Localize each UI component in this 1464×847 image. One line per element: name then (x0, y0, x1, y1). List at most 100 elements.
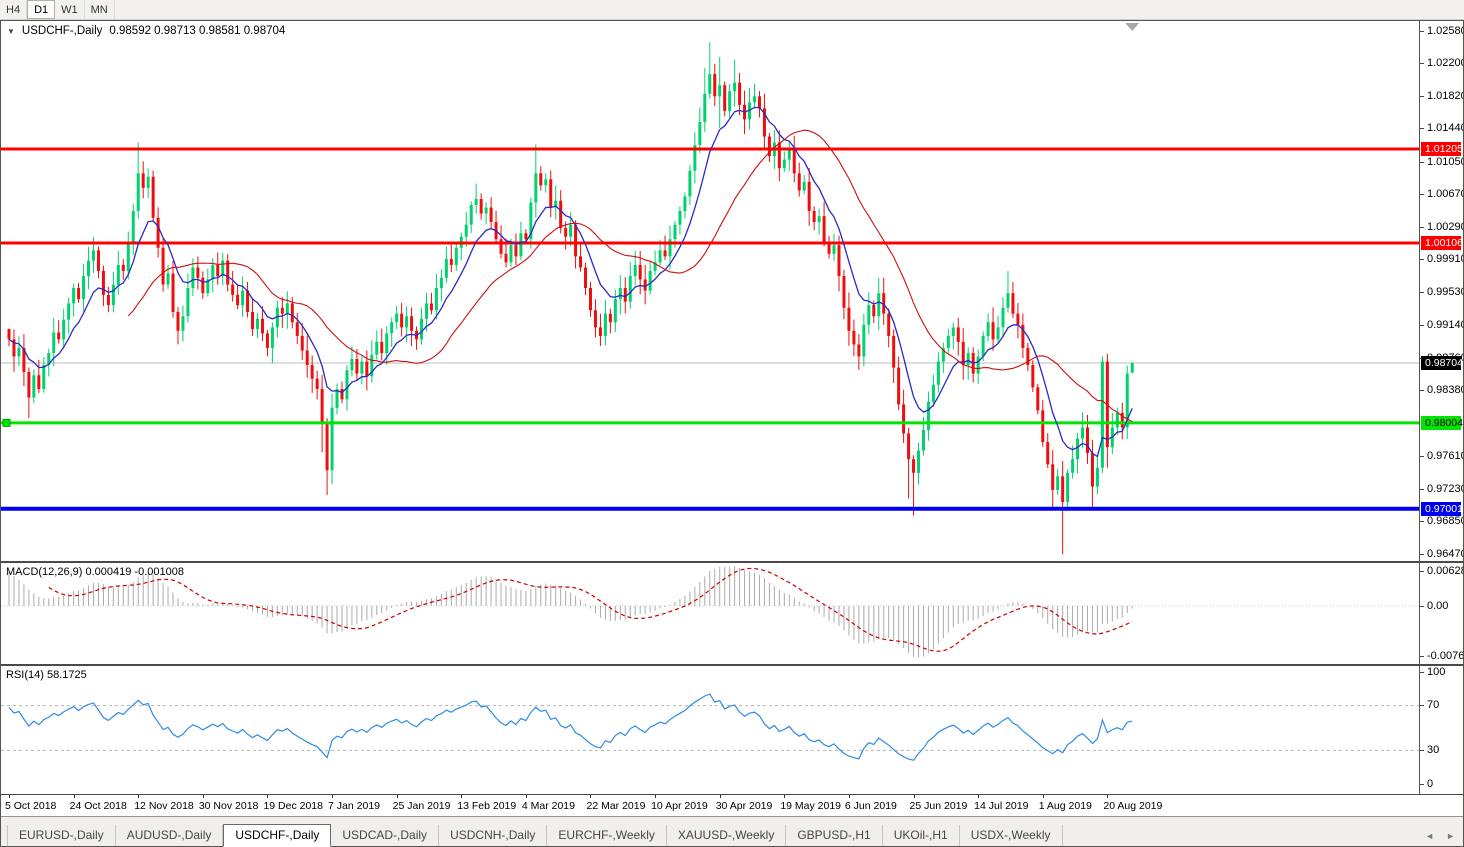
price-tick: 1.01440 (1420, 122, 1463, 135)
rsi-chart-canvas[interactable]: RSI(14) 58.1725 (1, 666, 1420, 794)
date-tick (913, 795, 915, 798)
tab-audusd-daily[interactable]: AUDUSD-,Daily (116, 825, 224, 846)
macd-chart (1, 566, 1419, 658)
price-tick: 0.99140 (1420, 319, 1463, 332)
rsi-tick: 0 (1420, 778, 1433, 791)
rsi-indicator-label: RSI(14) 58.1725 (6, 669, 87, 681)
tab-usdx-weekly[interactable]: USDX-,Weekly (960, 825, 1063, 846)
macd-chart-canvas[interactable]: MACD(12,26,9) 0.000419 -0.001008 (1, 563, 1420, 664)
date-tick (1042, 795, 1044, 798)
tab-eurchf-weekly[interactable]: EURCHF-,Weekly (547, 825, 667, 846)
rsi-tick: 100 (1420, 666, 1445, 679)
date-label: 20 Aug 2019 (1103, 800, 1163, 812)
chart-title: ▼ USDCHF-,Daily 0.98592 0.98713 0.98581 … (7, 25, 285, 37)
date-tick (1107, 795, 1109, 798)
date-label: 1 Aug 2019 (1038, 800, 1092, 812)
macd-indicator-label: MACD(12,26,9) 0.000419 -0.001008 (6, 566, 184, 578)
timeframe-button-h4[interactable]: H4 (0, 0, 28, 19)
tab-scroll-left-icon[interactable]: ◄ (1425, 831, 1435, 841)
date-label: 4 Mar 2019 (521, 800, 575, 812)
date-tick (978, 795, 980, 798)
macd-axis: 0.006286 0.00 -0.00762 (1420, 563, 1463, 664)
date-label: 30 Nov 2018 (198, 800, 259, 812)
date-tick (655, 795, 657, 798)
tab-usdcad-daily[interactable]: USDCAD-,Daily (331, 825, 440, 846)
hline-price-badge: 0.97001 (1421, 501, 1463, 516)
date-tick (525, 795, 527, 798)
hline-price-badge: 1.01205 (1421, 141, 1463, 156)
candlestick-chart[interactable] (1, 21, 1420, 561)
chart-window: ▼ USDCHF-,Daily 0.98592 0.98713 0.98581 … (0, 20, 1464, 847)
hline-price-badge: 0.98004 (1421, 415, 1463, 430)
macd-tick: 0.00 (1420, 600, 1448, 613)
macd-tick: 0.006286 (1420, 565, 1463, 578)
price-tick: 1.01050 (1420, 156, 1463, 169)
date-label: 12 Nov 2018 (134, 800, 194, 812)
price-tick: 1.00670 (1420, 188, 1463, 201)
date-axis: 5 Oct 2018 24 Oct 2018 12 Nov 2018 30 Nov 2… (1, 794, 1463, 816)
rsi-axis: 100 70 30 0 (1420, 666, 1463, 794)
date-label: 13 Feb 2019 (457, 800, 517, 812)
price-tick: 0.96850 (1420, 515, 1463, 528)
date-tick (719, 795, 721, 798)
tab-gbpusd-h1[interactable]: GBPUSD-,H1 (786, 825, 883, 846)
date-label: 25 Jan 2019 (392, 800, 451, 812)
price-panel: ▼ USDCHF-,Daily 0.98592 0.98713 0.98581 … (1, 21, 1463, 561)
price-tick: 0.97230 (1420, 483, 1463, 496)
date-tick (267, 795, 269, 798)
chart-ohlc-values: 0.98592 0.98713 0.98581 0.98704 (109, 25, 286, 37)
tab-usdchf-daily[interactable]: USDCHF-,Daily (223, 824, 332, 847)
price-tick: 0.99530 (1420, 286, 1463, 299)
chart-tabs: EURUSD-,Daily AUDUSD-,Daily USDCHF-,Daily U… (1, 816, 1463, 847)
rsi-tick: 30 (1420, 744, 1439, 757)
panel-separator[interactable] (1, 664, 1463, 666)
date-tick (784, 795, 786, 798)
price-tick: 1.00290 (1420, 221, 1463, 234)
current-price-badge: 0.98704 (1421, 355, 1463, 370)
price-tick: 1.01820 (1420, 90, 1463, 103)
timeframe-button-mn[interactable]: MN (85, 0, 115, 19)
date-label: 30 Apr 2019 (715, 800, 773, 812)
macd-tick: -0.00762 (1420, 650, 1463, 663)
macd-panel: MACD(12,26,9) 0.000419 -0.001008 0.00628… (1, 563, 1463, 664)
date-label: 10 Apr 2019 (651, 800, 708, 812)
timeframe-toolbar: H4 D1 W1 MN (0, 0, 1464, 20)
rsi-panel: RSI(14) 58.1725 100 70 30 0 (1, 666, 1463, 794)
rsi-tick: 70 (1420, 699, 1439, 712)
date-label: 19 Dec 2018 (263, 800, 323, 812)
date-tick (332, 795, 334, 798)
symbol-dropdown-icon[interactable]: ▼ (7, 26, 15, 36)
date-label: 14 Jul 2019 (974, 800, 1029, 812)
timeframe-button-w1[interactable]: W1 (55, 0, 85, 19)
tab-eurusd-daily[interactable]: EURUSD-,Daily (7, 825, 116, 846)
price-tick: 0.98380 (1420, 384, 1463, 397)
tab-xauusd-weekly[interactable]: XAUUSD-,Weekly (667, 825, 787, 846)
tab-usdcnh-daily[interactable]: USDCNH-,Daily (439, 825, 548, 846)
hline-price-badge: 1.00106 (1421, 235, 1463, 250)
panel-separator[interactable] (1, 561, 1463, 563)
price-tick: 0.99910 (1420, 253, 1463, 266)
price-tick: 0.96470 (1420, 548, 1463, 561)
date-label: 22 Mar 2019 (586, 800, 646, 812)
tab-scroll-right-icon[interactable]: ► (1446, 831, 1455, 841)
date-tick (461, 795, 463, 798)
date-tick (138, 795, 140, 798)
date-tick (848, 795, 850, 798)
price-chart-canvas[interactable]: ▼ USDCHF-,Daily 0.98592 0.98713 0.98581 … (1, 21, 1420, 561)
price-tick: 1.02200 (1420, 57, 1463, 70)
date-label: 7 Jan 2019 (328, 800, 381, 812)
price-axis: 1.02580 1.02200 1.01820 1.01440 1.01050 1.006… (1420, 21, 1463, 561)
rsi-chart (1, 693, 1419, 761)
date-label: 24 Oct 2018 (69, 800, 127, 812)
timeframe-button-d1[interactable]: D1 (27, 0, 56, 19)
price-tick: 0.97610 (1420, 450, 1463, 463)
date-label: 6 Jun 2019 (844, 800, 897, 812)
price-tick: 1.02580 (1420, 25, 1463, 38)
date-tick (9, 795, 10, 798)
date-tick (73, 795, 75, 798)
tab-ukoil-h1[interactable]: UKOil-,H1 (883, 825, 960, 846)
date-label: 5 Oct 2018 (5, 800, 57, 812)
date-label: 25 Jun 2019 (909, 800, 968, 812)
date-tick (396, 795, 398, 798)
date-tick (202, 795, 204, 798)
